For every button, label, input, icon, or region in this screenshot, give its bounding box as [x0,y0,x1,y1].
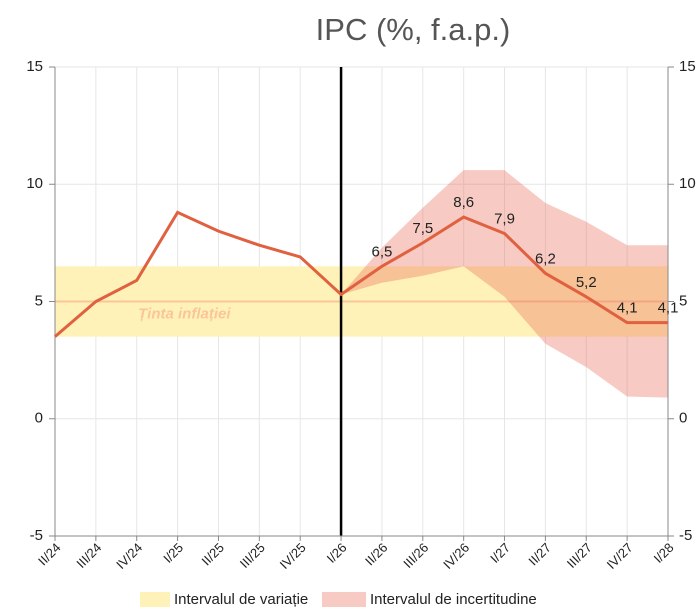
y-tick-label: 15 [26,58,43,75]
x-tick-label: IV/25 [277,540,309,572]
legend-label: Intervalul de variație [174,591,308,608]
legend-swatch [140,592,170,607]
data-label: 6,5 [372,243,393,260]
x-tick-label: III/24 [73,540,104,571]
x-tick-label: II/26 [362,540,390,568]
y2-tick-label: 15 [679,58,696,75]
x-tick-label: IV/27 [604,540,636,572]
y2-tick-label: 0 [679,410,687,427]
data-label: 6,2 [535,250,556,267]
x-tick-label: III/26 [400,540,431,571]
x-tick-label: II/27 [525,540,553,568]
y-tick-label: 10 [26,175,43,192]
uncertainty-band [341,170,668,398]
y-tick-label: 0 [35,410,43,427]
x-tick-label: IV/24 [113,540,145,572]
data-label: 7,9 [494,210,515,227]
y-tick-label: 5 [35,292,43,309]
data-label: 4,1 [617,300,638,317]
legend-label: Intervalul de incertitudine [370,591,537,608]
x-tick-label: II/24 [35,540,63,568]
y2-tick-label: 10 [679,175,696,192]
x-tick-label: II/25 [199,540,227,568]
x-tick-label: I/25 [160,540,186,566]
y2-tick-label: -5 [679,527,692,544]
x-tick-label: III/27 [564,540,595,571]
chart-title: IPC (%, f.a.p.) [316,12,511,47]
x-tick-label: I/28 [651,540,677,566]
data-label: 5,2 [576,274,597,291]
data-label: 8,6 [453,194,474,211]
data-label: 4,1 [658,300,679,317]
legend-swatch [322,592,366,607]
y-tick-label: -5 [30,527,43,544]
x-tick-label: I/27 [487,540,513,566]
x-tick-label: III/25 [237,540,268,571]
series-line [54,210,668,338]
x-tick-label: IV/26 [440,540,472,572]
data-label: 7,5 [412,220,433,237]
x-tick-label: I/26 [324,540,350,566]
y2-tick-label: 5 [679,292,687,309]
target-label: Ținta inflației [138,305,231,322]
